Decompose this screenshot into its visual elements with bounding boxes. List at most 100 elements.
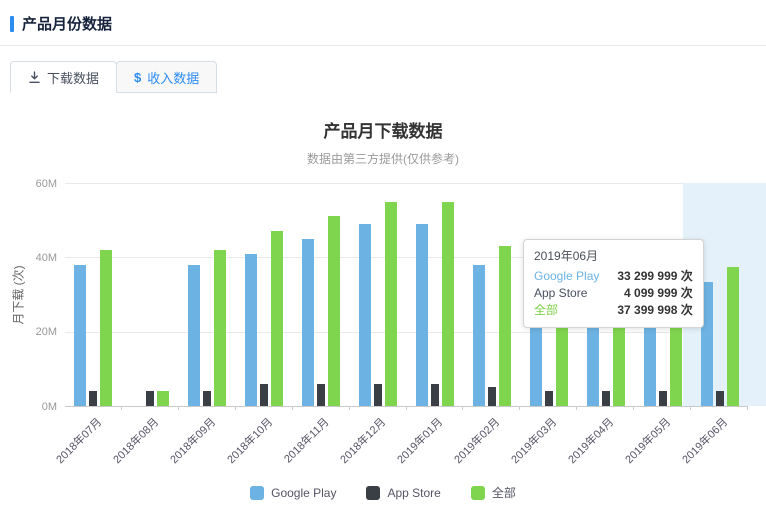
bar-google-play[interactable] <box>415 223 428 406</box>
bar-全部[interactable] <box>498 246 511 406</box>
tabs-bar: 下载数据 $ 收入数据 <box>10 60 766 93</box>
tooltip-series-label: 全部 <box>534 303 559 317</box>
tooltip-row: Google Play 33 299 999 次 <box>534 268 693 285</box>
bar-app-store[interactable] <box>715 390 724 406</box>
bar-group <box>350 183 407 406</box>
x-axis-label: 2018年10月 <box>224 416 275 467</box>
legend-label: Google Play <box>271 485 337 500</box>
bar-group <box>293 183 350 406</box>
bar-group <box>122 183 179 406</box>
bar-google-play[interactable] <box>359 223 372 406</box>
chart-tooltip: 2019年06月 Google Play 33 299 999 次 App Stor… <box>523 239 704 328</box>
x-axis-label: 2019年05月 <box>623 416 674 467</box>
gridline: 20M <box>36 326 748 338</box>
bar-全部[interactable] <box>157 391 170 406</box>
bar-google-play[interactable] <box>188 264 201 406</box>
bar-app-store[interactable] <box>89 391 98 406</box>
category-group-4[interactable]: 2018年10月 <box>225 183 293 466</box>
bar-google-play[interactable] <box>472 264 485 406</box>
legend-swatch <box>470 485 485 500</box>
bar-app-store[interactable] <box>146 391 155 406</box>
gridline: 0M <box>42 401 748 413</box>
page-header: 产品月份数据 <box>0 0 766 46</box>
bar-app-store[interactable] <box>487 387 496 406</box>
bar-google-play[interactable] <box>302 238 315 406</box>
x-axis-label: 2018年08月 <box>110 416 161 467</box>
bar-全部[interactable] <box>271 231 284 406</box>
bar-app-store[interactable] <box>658 391 667 406</box>
bar-全部[interactable] <box>328 216 341 406</box>
dollar-icon: $ <box>134 69 142 85</box>
tab-revenue-label: 收入数据 <box>147 70 200 86</box>
bar-app-store[interactable] <box>430 383 439 406</box>
category-group-6[interactable]: 2018年12月 <box>339 183 407 466</box>
chart-title: 产品月下载数据 <box>323 122 443 141</box>
x-axis-label: 2018年11月 <box>282 416 332 466</box>
legend-item-app-store[interactable]: App Store <box>366 485 441 500</box>
bar-全部[interactable] <box>441 201 454 406</box>
x-axis-label: 2018年09月 <box>167 416 218 467</box>
tooltip-series-value: 37 399 998 次 <box>617 303 693 317</box>
title-accent-bar <box>10 15 14 32</box>
legend: Google Play App Store 全部 <box>0 484 766 501</box>
category-group-1[interactable]: 2018年07月 <box>54 183 122 466</box>
y-axis-tick-label: 0M <box>41 400 57 413</box>
x-axis-label: 2019年03月 <box>509 416 560 467</box>
bar-app-store[interactable] <box>544 391 553 406</box>
x-axis-label: 2018年12月 <box>338 416 389 467</box>
tooltip-title: 2019年06月 <box>534 249 599 263</box>
category-group-7[interactable]: 2019年01月 <box>396 183 464 466</box>
tooltip-series-label: App Store <box>534 286 588 300</box>
legend-swatch <box>366 485 381 500</box>
bar-app-store[interactable] <box>317 383 326 406</box>
legend-label: App Store <box>387 485 441 500</box>
x-axis-label: 2019年02月 <box>452 416 503 467</box>
bar-group <box>236 183 293 406</box>
gridline: 60M <box>36 178 748 190</box>
category-group-2[interactable]: 2018年08月 <box>111 183 179 466</box>
tab-revenue-data[interactable]: $ 收入数据 <box>116 61 218 93</box>
tab-download-data[interactable]: 下载数据 <box>10 61 118 93</box>
tooltip-row: App Store 4 099 999 次 <box>534 285 693 302</box>
bar-group <box>463 183 520 406</box>
bar-全部[interactable] <box>726 267 739 406</box>
bar-全部[interactable] <box>100 249 113 406</box>
bar-全部[interactable] <box>214 249 227 406</box>
bar-google-play[interactable] <box>245 253 258 406</box>
tab-download-label: 下载数据 <box>47 70 100 86</box>
tooltip-series-value: 33 299 999 次 <box>617 269 693 283</box>
category-group-5[interactable]: 2018年11月 <box>282 183 350 466</box>
legend-item-全部[interactable]: 全部 <box>470 484 516 501</box>
y-axis-tick-label: 60M <box>35 177 57 190</box>
category-group-3[interactable]: 2018年09月 <box>168 183 236 466</box>
gridline: 40M <box>36 252 748 264</box>
x-axis-label: 2019年04月 <box>566 416 617 467</box>
bar-app-store[interactable] <box>374 383 383 406</box>
chart-subtitle: 数据由第三方提供(仅供参考) <box>307 152 459 166</box>
bar-app-store[interactable] <box>601 391 610 406</box>
plot-wrap: 月下载 (次) 2018年07月 2018年08月 2018年09月 2018年10月… <box>12 178 766 466</box>
tooltip-row: 全部 37 399 998 次 <box>534 302 693 319</box>
x-axis-label: 2018年07月 <box>54 416 105 467</box>
category-group-8[interactable]: 2019年02月 <box>453 183 521 466</box>
y-axis-tick-label: 20M <box>35 326 57 339</box>
bar-group <box>65 183 122 406</box>
x-axis-label: 2019年01月 <box>395 416 446 467</box>
bar-app-store[interactable] <box>203 391 212 406</box>
tooltip-series-label: Google Play <box>534 269 600 283</box>
legend-swatch <box>250 485 265 500</box>
download-icon <box>28 70 41 84</box>
bar-group <box>179 183 236 406</box>
bar-google-play[interactable] <box>74 264 87 406</box>
bar-全部[interactable] <box>385 201 398 406</box>
bar-app-store[interactable] <box>260 383 269 406</box>
plot-area: 2018年07月 2018年08月 2018年09月 2018年10月 2018年11月… <box>54 183 766 466</box>
tooltip-series-value: 4 099 999 次 <box>624 286 693 300</box>
y-axis-title: 月下载 (次) <box>11 264 26 325</box>
page-title: 产品月份数据 <box>22 16 113 33</box>
legend-item-google-play[interactable]: Google Play <box>250 485 337 500</box>
y-axis-tick-label: 40M <box>35 251 57 264</box>
bar-group <box>407 183 464 406</box>
x-axis-label: 2019年06月 <box>680 416 731 467</box>
